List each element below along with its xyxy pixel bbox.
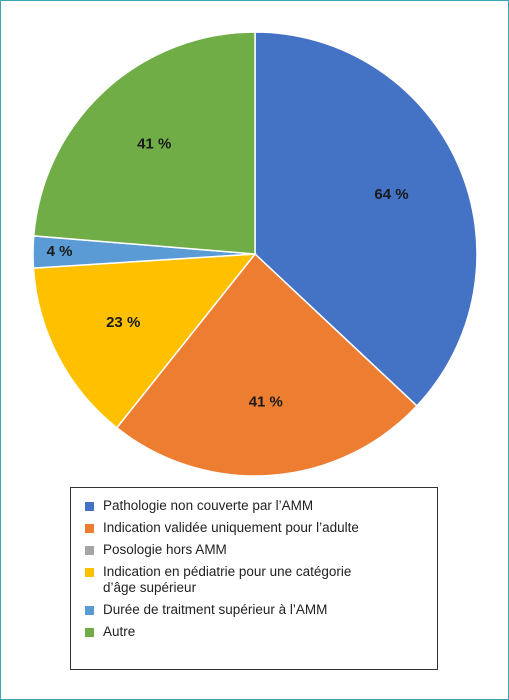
legend-swatch-2 [85,546,94,555]
slice-data-label-5: 41 % [137,136,171,153]
slice-data-label-0: 64 % [374,186,408,203]
pie-slice-0 [254,31,478,407]
slice-data-label-4: 4 % [47,243,73,260]
legend-label-3: Indication en pédiatrie pour une catégor… [103,564,352,595]
legend-item-3: Indication en pédiatrie pour une catégor… [85,564,429,596]
legend-swatch-1 [85,524,94,533]
legend-label-1: Indication validée uniquement pour l’adu… [103,520,359,535]
legend-label-4: Durée de traitment supérieur à l’AMM [103,602,328,617]
pie-chart: 64 % 41 % 23 % 4 % 41 % [32,31,478,477]
legend-item-1: Indication validée uniquement pour l’adu… [85,520,429,536]
legend-item-4: Durée de traitment supérieur à l’AMM [85,602,429,618]
legend-label-2: Posologie hors AMM [103,542,227,557]
legend-item-0: Pathologie non couverte par l’AMM [85,498,429,514]
legend-swatch-3 [85,568,94,577]
legend-label-0: Pathologie non couverte par l’AMM [103,498,314,513]
legend-swatch-0 [85,502,94,511]
slice-data-label-1: 41 % [249,393,283,410]
legend-item-5: Autre [85,624,429,640]
legend-swatch-4 [85,606,94,615]
legend-item-2: Posologie hors AMM [85,542,429,558]
slice-data-label-3: 23 % [106,314,140,331]
legend-label-5: Autre [103,624,136,639]
pie-slice-3 [32,253,257,429]
pie-slice-1 [115,252,418,477]
legend: Pathologie non couverte par l’AMM Indicat… [70,487,438,670]
pie-slice-5 [32,31,256,255]
legend-swatch-5 [85,628,94,637]
